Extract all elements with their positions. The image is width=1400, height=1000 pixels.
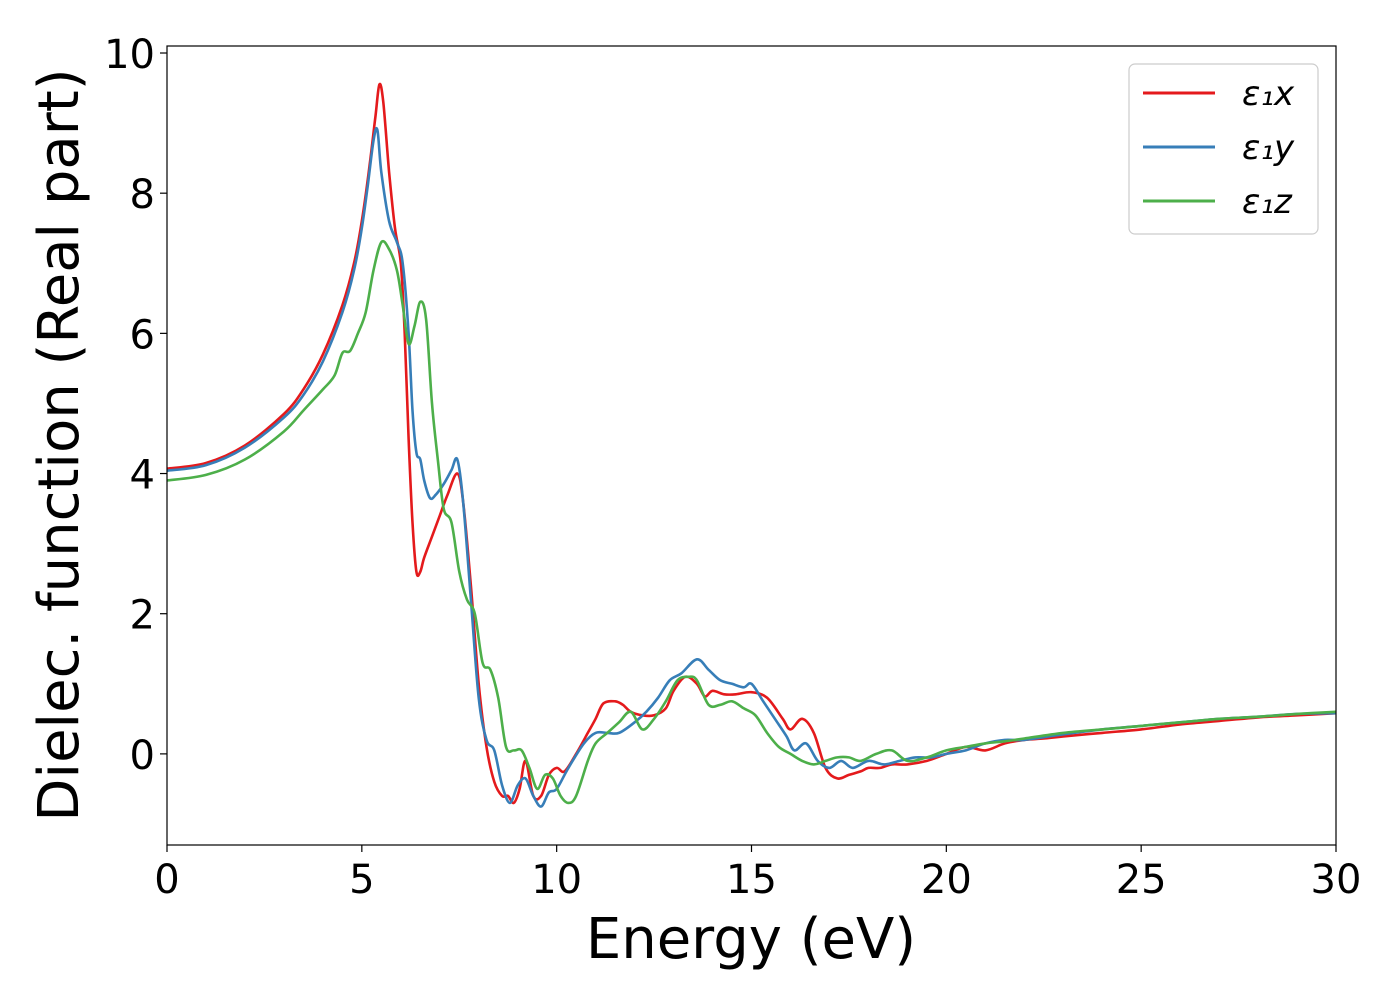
y-tick-label: 10: [104, 32, 155, 78]
x-tick-label: 20: [921, 857, 972, 903]
x-tick-label: 5: [349, 857, 374, 903]
x-tick-label: 15: [726, 857, 777, 903]
y-axis: 0 2 4 6 8 10: [104, 32, 167, 779]
legend-label-1: ε₁x: [1242, 74, 1295, 114]
x-tick-label: 25: [1116, 857, 1167, 903]
series-line-3: [167, 239, 1336, 805]
x-axis-title: Energy (eV): [586, 907, 916, 972]
series-layer: [167, 82, 1336, 808]
y-tick-label: 8: [130, 172, 155, 218]
x-tick-label: 0: [154, 857, 179, 903]
x-tick-label: 10: [531, 857, 582, 903]
legend-box: [1128, 63, 1319, 235]
y-tick-label: 2: [130, 593, 155, 639]
legend-label-2: ε₁y: [1242, 128, 1295, 168]
series-line-2: [167, 126, 1336, 808]
x-axis: 0 5 10 15 20 25 30: [154, 845, 1361, 903]
y-tick-label: 6: [130, 312, 155, 358]
x-tick-label: 30: [1311, 857, 1362, 903]
legend: ε₁x ε₁y ε₁z: [1128, 63, 1319, 235]
y-axis-title: Dielec. function (Real part): [27, 68, 92, 821]
y-tick-label: 4: [130, 453, 155, 499]
y-tick-label: 0: [130, 733, 155, 779]
legend-label-3: ε₁z: [1242, 182, 1293, 222]
